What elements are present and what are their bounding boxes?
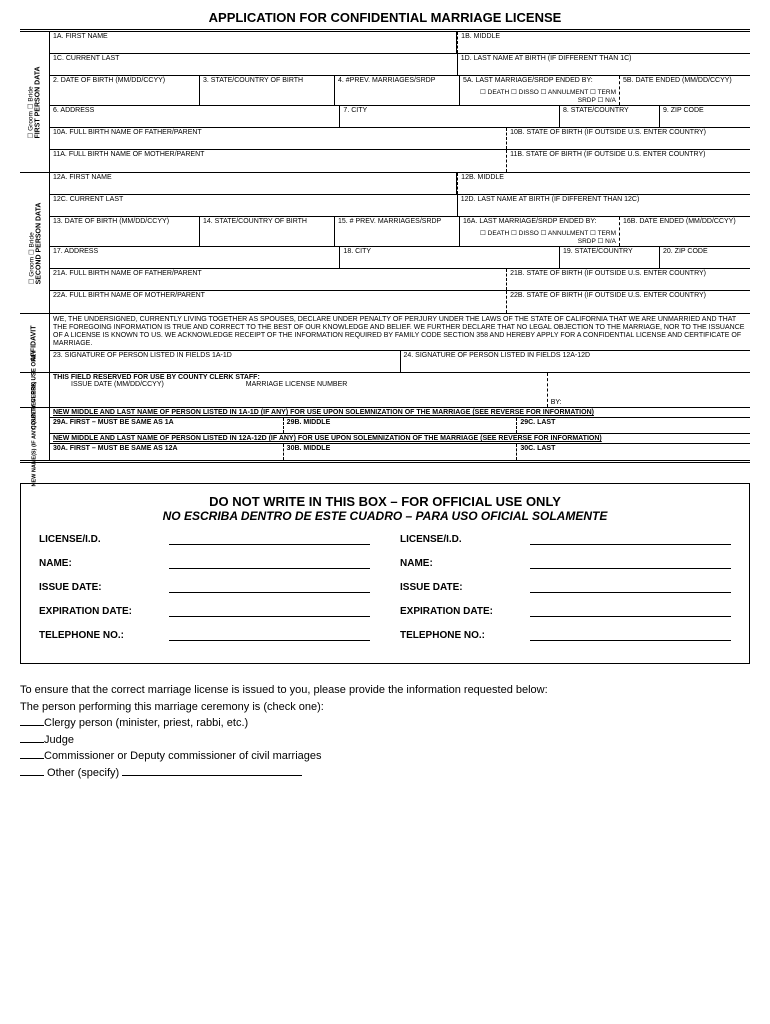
footer-line-2: The person performing this marriage cere… [20, 699, 750, 716]
off-name-label-2: NAME: [400, 558, 530, 569]
off-tel-line[interactable] [169, 629, 370, 641]
field-1c[interactable]: 1C. CURRENT LAST [50, 54, 458, 75]
field-30a[interactable]: 30A. FIRST – MUST BE SAME AS 12A [50, 444, 284, 460]
off-issue-label-2: ISSUE DATE: [400, 582, 530, 593]
clerk-section: COUNTY CLERK USE ONLY THIS FIELD RESERVE… [20, 373, 750, 408]
off-issue-line[interactable] [169, 581, 370, 593]
off-expire-label-2: EXPIRATION DATE: [400, 606, 530, 617]
opt-other[interactable]: Other (specify) [20, 765, 750, 782]
off-tel-label: TELEPHONE NO.: [39, 630, 169, 641]
field-16b[interactable]: 16B. DATE ENDED (MM/DD/CCYY) [620, 217, 750, 246]
off-name-label: NAME: [39, 558, 169, 569]
opt-judge[interactable]: Judge [20, 732, 750, 749]
form-container: ☐ Groom ☐ BrideFIRST PERSON DATA 1A. FIR… [20, 29, 750, 463]
footer-line-1: To ensure that the correct marriage lice… [20, 682, 750, 699]
field-29c[interactable]: 29C. LAST [517, 418, 750, 433]
field-24[interactable]: 24. SIGNATURE OF PERSON LISTED IN FIELDS… [401, 351, 751, 372]
field-18[interactable]: 18. CITY [340, 247, 560, 268]
field-11a[interactable]: 11A. FULL BIRTH NAME OF MOTHER/PARENT [50, 150, 507, 172]
field-10a[interactable]: 10A. FULL BIRTH NAME OF FATHER/PARENT [50, 128, 507, 149]
affidavit-text: WE, THE UNDERSIGNED, CURRENTLY LIVING TO… [50, 314, 750, 350]
affidavit-section: AFFIDAVIT WE, THE UNDERSIGNED, CURRENTLY… [20, 314, 750, 373]
field-12b[interactable]: 12B. MIDDLE [457, 173, 750, 194]
field-5a[interactable]: 5A. LAST MARRIAGE/SRDP ENDED BY:☐ DEATH … [460, 76, 620, 105]
field-12c[interactable]: 12C. CURRENT LAST [50, 195, 458, 216]
off-license-label: LICENSE/I.D. [39, 534, 169, 545]
field-30b[interactable]: 30B. MIDDLE [284, 444, 518, 460]
field-2[interactable]: 2. DATE OF BIRTH (MM/DD/CCYY) [50, 76, 200, 105]
form-title: APPLICATION FOR CONFIDENTIAL MARRIAGE LI… [20, 10, 750, 25]
first-person-section: ☐ Groom ☐ BrideFIRST PERSON DATA 1A. FIR… [20, 32, 750, 173]
field-29b[interactable]: 29B. MIDDLE [284, 418, 518, 433]
off-license-line-2[interactable] [530, 533, 731, 545]
field-16a[interactable]: 16A. LAST MARRIAGE/SRDP ENDED BY:☐ DEATH… [460, 217, 620, 246]
field-4[interactable]: 4. #PREV. MARRIAGES/SRDP [335, 76, 460, 105]
field-3[interactable]: 3. STATE/COUNTRY OF BIRTH [200, 76, 335, 105]
field-23[interactable]: 23. SIGNATURE OF PERSON LISTED IN FIELDS… [50, 351, 401, 372]
field-21a[interactable]: 21A. FULL BIRTH NAME OF FATHER/PARENT [50, 269, 507, 290]
field-1b[interactable]: 1B. MIDDLE [457, 32, 750, 53]
off-issue-line-2[interactable] [530, 581, 731, 593]
field-22a[interactable]: 22A. FULL BIRTH NAME OF MOTHER/PARENT [50, 291, 507, 313]
field-12d[interactable]: 12D. LAST NAME AT BIRTH (IF DIFFERENT TH… [458, 195, 750, 216]
field-1d[interactable]: 1D. LAST NAME AT BIRTH (IF DIFFERENT THA… [458, 54, 750, 75]
second-person-section: ☐ Groom ☐ BrideSECOND PERSON DATA 12A. F… [20, 173, 750, 314]
new-name-header-2: NEW MIDDLE AND LAST NAME OF PERSON LISTE… [50, 434, 750, 443]
off-expire-label: EXPIRATION DATE: [39, 606, 169, 617]
official-subtitle: NO ESCRIBA DENTRO DE ESTE CUADRO – PARA … [39, 509, 731, 523]
field-20[interactable]: 20. ZIP CODE [660, 247, 750, 268]
off-name-line[interactable] [169, 557, 370, 569]
official-use-box: DO NOT WRITE IN THIS BOX – FOR OFFICIAL … [20, 483, 750, 664]
second-person-side-label: ☐ Groom ☐ BrideSECOND PERSON DATA [20, 173, 50, 313]
off-license-line[interactable] [169, 533, 370, 545]
off-name-line-2[interactable] [530, 557, 731, 569]
field-13[interactable]: 13. DATE OF BIRTH (MM/DD/CCYY) [50, 217, 200, 246]
field-11b[interactable]: 11B. STATE OF BIRTH (IF OUTSIDE U.S. ENT… [507, 150, 750, 172]
first-person-side-label: ☐ Groom ☐ BrideFIRST PERSON DATA [20, 32, 50, 172]
field-30c[interactable]: 30C. LAST [517, 444, 750, 460]
field-17[interactable]: 17. ADDRESS [50, 247, 340, 268]
off-issue-label: ISSUE DATE: [39, 582, 169, 593]
field-29a[interactable]: 29A. FIRST – MUST BE SAME AS 1A [50, 418, 284, 433]
opt-commissioner[interactable]: Commissioner or Deputy commissioner of c… [20, 748, 750, 765]
new-names-section: NEW NAME(S) (IF ANY) (SEE REVERSE) NEW M… [20, 408, 750, 463]
opt-clergy[interactable]: Clergy person (minister, priest, rabbi, … [20, 715, 750, 732]
field-15[interactable]: 15. # PREV. MARRIAGES/SRDP [335, 217, 460, 246]
off-expire-line-2[interactable] [530, 605, 731, 617]
off-license-label-2: LICENSE/I.D. [400, 534, 530, 545]
field-12a[interactable]: 12A. FIRST NAME [50, 173, 457, 194]
clerk-by[interactable]: BY: [548, 373, 750, 407]
footer-section: To ensure that the correct marriage lice… [20, 682, 750, 781]
field-7[interactable]: 7. CITY [340, 106, 560, 127]
field-9[interactable]: 9. ZIP CODE [660, 106, 750, 127]
field-1a[interactable]: 1A. FIRST NAME [50, 32, 457, 53]
off-tel-label-2: TELEPHONE NO.: [400, 630, 530, 641]
new-names-side-label: NEW NAME(S) (IF ANY) (SEE REVERSE) [20, 408, 50, 460]
field-8[interactable]: 8. STATE/COUNTRY [560, 106, 660, 127]
new-name-header-1: NEW MIDDLE AND LAST NAME OF PERSON LISTE… [50, 408, 750, 417]
field-5b[interactable]: 5B. DATE ENDED (MM/DD/CCYY) [620, 76, 750, 105]
official-col-2: LICENSE/I.D. NAME: ISSUE DATE: EXPIRATIO… [400, 533, 731, 653]
field-6[interactable]: 6. ADDRESS [50, 106, 340, 127]
field-21b[interactable]: 21B. STATE OF BIRTH (IF OUTSIDE U.S. ENT… [507, 269, 750, 290]
official-title: DO NOT WRITE IN THIS BOX – FOR OFFICIAL … [39, 494, 731, 509]
field-10b[interactable]: 10B. STATE OF BIRTH (IF OUTSIDE U.S. ENT… [507, 128, 750, 149]
field-22b[interactable]: 22B. STATE OF BIRTH (IF OUTSIDE U.S. ENT… [507, 291, 750, 313]
clerk-fields: THIS FIELD RESERVED FOR USE BY COUNTY CL… [50, 373, 548, 407]
official-col-1: LICENSE/I.D. NAME: ISSUE DATE: EXPIRATIO… [39, 533, 370, 653]
off-expire-line[interactable] [169, 605, 370, 617]
field-19[interactable]: 19. STATE/COUNTRY [560, 247, 660, 268]
off-tel-line-2[interactable] [530, 629, 731, 641]
field-14[interactable]: 14. STATE/COUNTRY OF BIRTH [200, 217, 335, 246]
